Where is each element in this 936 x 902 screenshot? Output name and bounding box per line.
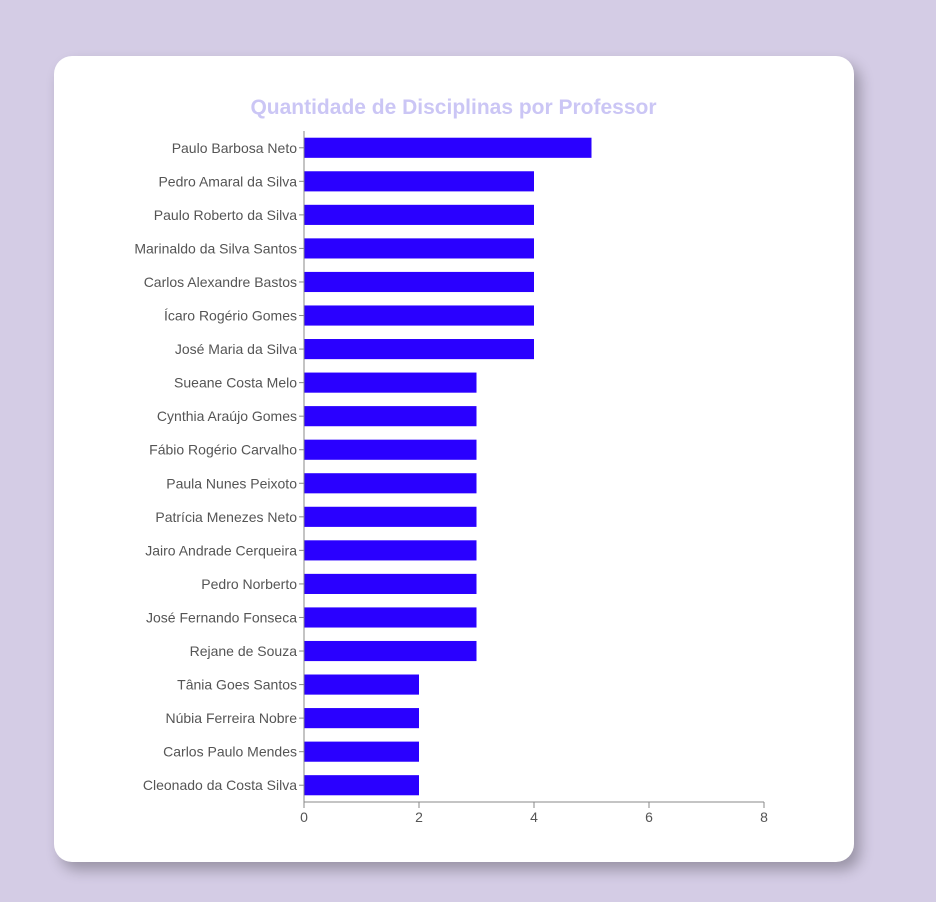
bar xyxy=(304,674,419,695)
x-tick-label: 8 xyxy=(760,809,768,825)
bar xyxy=(304,506,477,527)
y-tick-label: Rejane de Souza xyxy=(190,643,298,659)
y-tick-label: Paula Nunes Peixoto xyxy=(166,475,297,491)
y-tick-label: Jairo Andrade Cerqueira xyxy=(145,542,297,558)
bar xyxy=(304,171,534,192)
y-tick-label: José Maria da Silva xyxy=(175,341,297,357)
bar xyxy=(304,741,419,762)
bar xyxy=(304,640,477,662)
y-tick-label: Cynthia Araújo Gomes xyxy=(157,408,297,424)
bar xyxy=(304,305,534,326)
x-tick-label: 0 xyxy=(300,809,308,825)
bar xyxy=(304,607,477,628)
bar xyxy=(304,238,534,259)
y-tick-label: Sueane Costa Melo xyxy=(174,375,297,391)
y-tick-label: Pedro Norberto xyxy=(201,576,297,592)
bar xyxy=(304,372,477,393)
y-tick-label: Cleonado da Costa Silva xyxy=(143,777,297,793)
y-tick-label: Paulo Barbosa Neto xyxy=(172,140,298,156)
bar xyxy=(304,439,477,460)
bar xyxy=(304,339,534,360)
y-tick-label: Ícaro Rogério Gomes xyxy=(164,308,297,324)
y-tick-label: Pedro Amaral da Silva xyxy=(158,173,297,189)
bar xyxy=(304,708,419,729)
bar xyxy=(304,775,419,796)
y-tick-label: Carlos Paulo Mendes xyxy=(163,744,297,760)
bar xyxy=(304,137,592,158)
chart-title: Quantidade de Disciplinas por Professor xyxy=(250,96,657,119)
x-tick-label: 6 xyxy=(645,809,653,825)
bar xyxy=(304,204,534,225)
bar xyxy=(304,573,477,594)
y-tick-label: Patrícia Menezes Neto xyxy=(155,509,297,525)
y-tick-label: Fábio Rogério Carvalho xyxy=(149,442,297,458)
y-tick-label: Paulo Roberto da Silva xyxy=(154,207,297,223)
bar xyxy=(304,473,477,494)
y-tick-label: José Fernando Fonseca xyxy=(146,609,297,625)
y-tick-label: Tânia Goes Santos xyxy=(177,677,297,693)
bar xyxy=(304,540,477,561)
y-tick-label: Marinaldo da Silva Santos xyxy=(134,240,297,256)
bar xyxy=(304,271,534,293)
y-tick-label: Núbia Ferreira Nobre xyxy=(166,710,298,726)
bar xyxy=(304,406,477,427)
y-tick-label: Carlos Alexandre Bastos xyxy=(144,274,297,290)
x-tick-label: 4 xyxy=(530,809,538,825)
x-tick-label: 2 xyxy=(415,809,423,825)
